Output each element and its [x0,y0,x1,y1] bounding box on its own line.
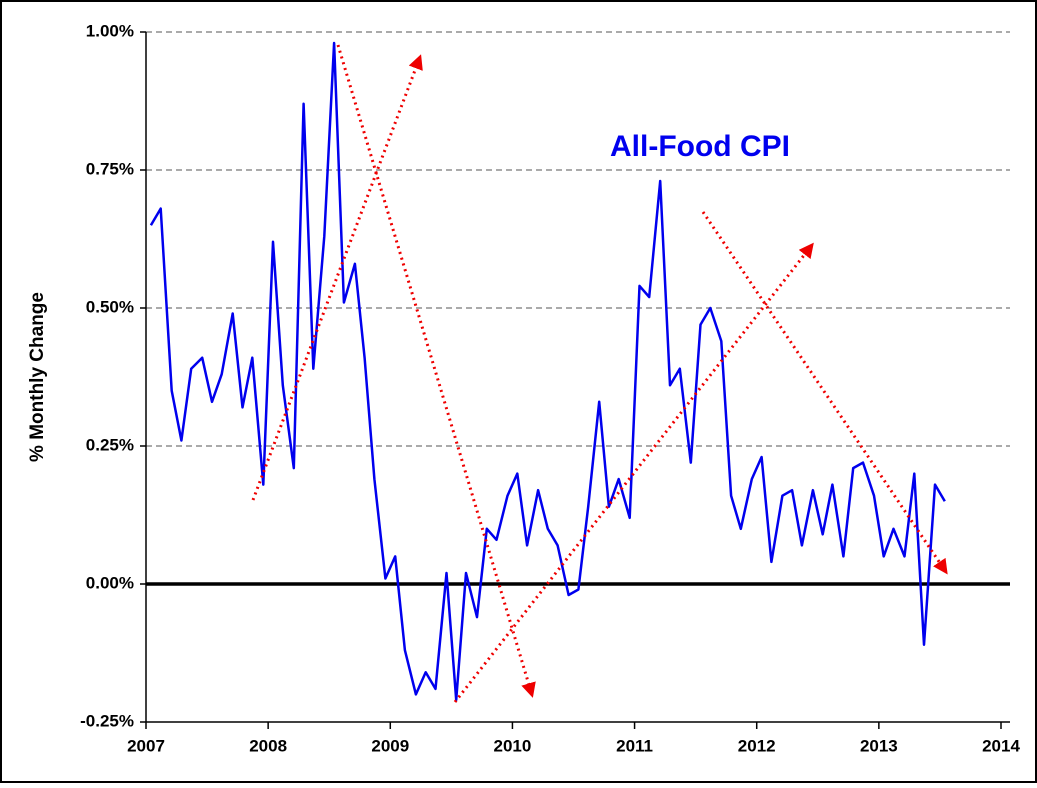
data-line [149,41,946,702]
y-tick-label: -0.25% [80,711,134,730]
trend-arrow [701,211,948,575]
x-tick-label: 2010 [494,736,532,755]
x-tick-label: 2009 [371,736,409,755]
trend-arrow [251,54,423,501]
x-tick-label: 2007 [127,736,165,755]
trend-arrow [336,44,536,698]
trend-arrows [251,44,948,703]
x-tick-label: 2011 [616,736,653,755]
y-tick-label: 0.75% [86,159,134,178]
y-tick-label: 0.50% [86,297,134,316]
x-tick-label: 2008 [249,736,287,755]
y-axis-label: % Monthly Change [27,292,48,462]
chart-title: All-Food CPI [610,130,790,163]
x-tick-label: 2013 [860,736,898,755]
x-tick-label: 2012 [738,736,776,755]
y-tick-label: 0.00% [86,573,134,592]
y-tick-label: 0.25% [86,435,134,454]
y-tick-label: 1.00% [86,21,134,40]
x-tick-label: 2014 [982,736,1020,755]
trend-arrow [453,242,814,703]
